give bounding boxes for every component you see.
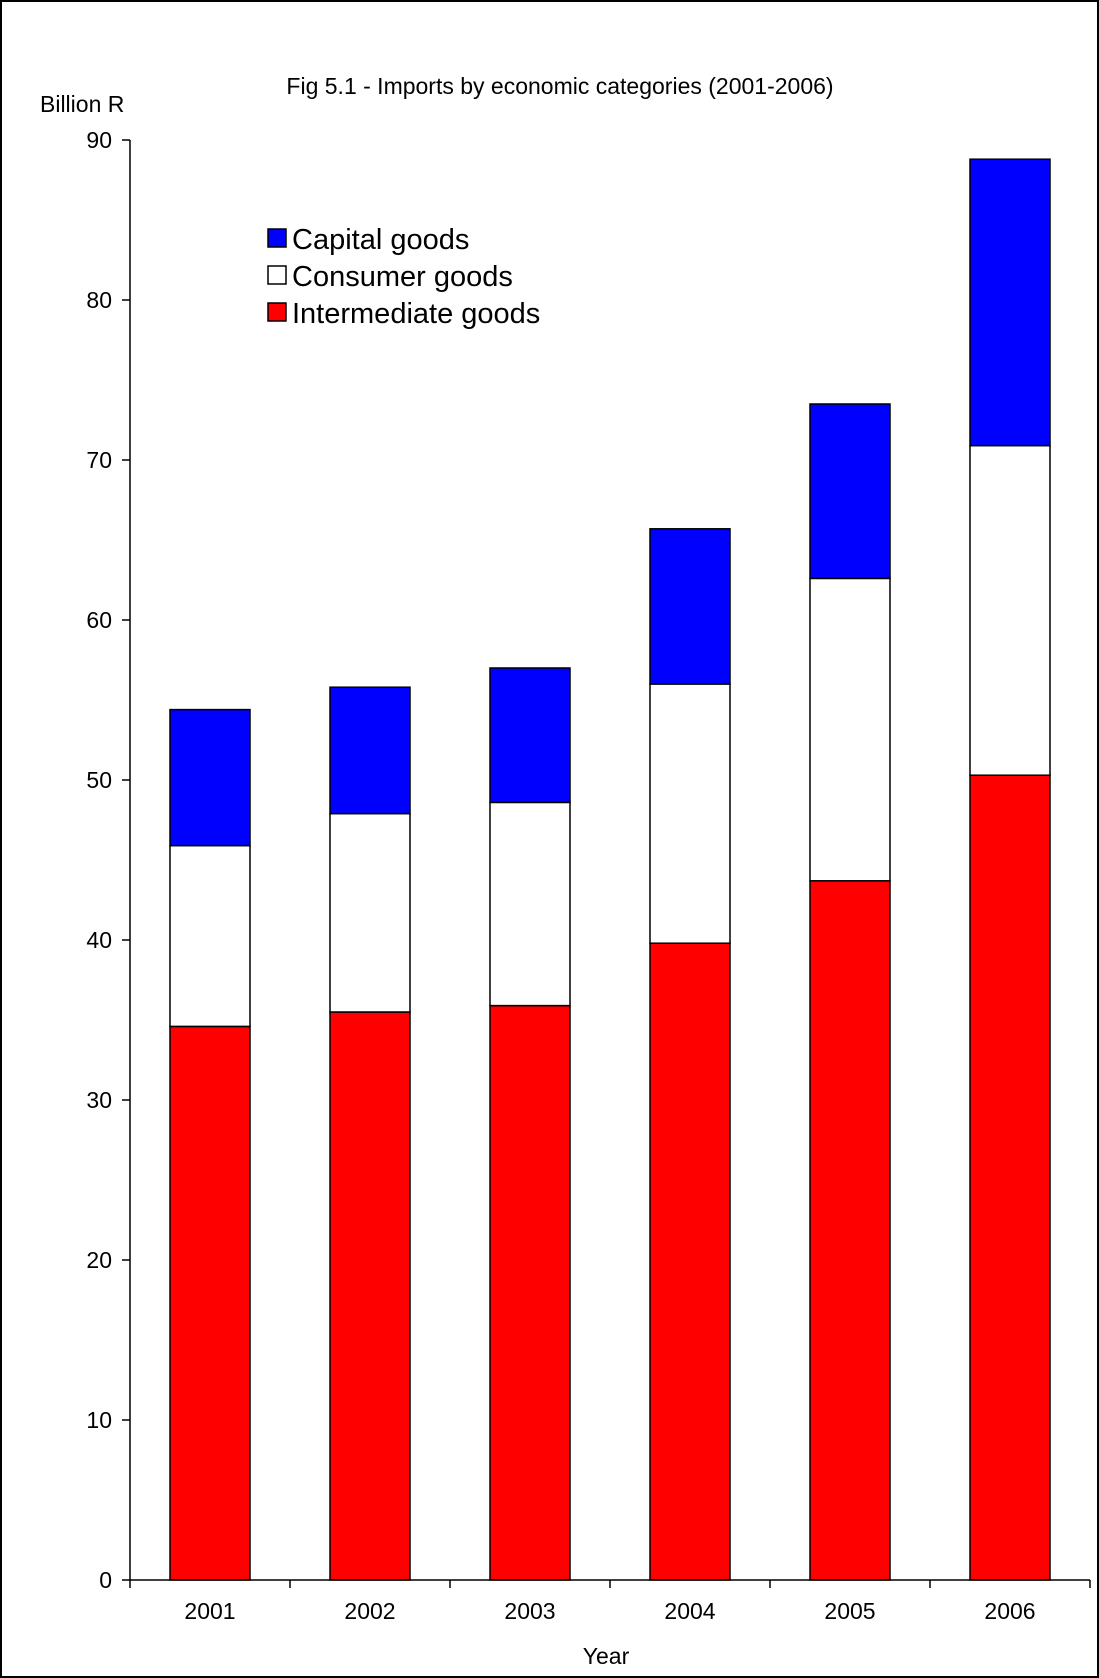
bar-consumer-goods-2002 (329, 812, 411, 1013)
x-tick-label-2002: 2002 (344, 1598, 395, 1624)
bar-capital-goods-2003 (489, 667, 571, 804)
bar-capital-goods-2004 (649, 528, 731, 685)
y-axis-label: Billion R (40, 91, 124, 117)
y-tick-label-50: 50 (86, 767, 112, 793)
chart-title: Fig 5.1 - Imports by economic categories… (286, 73, 833, 99)
bar-consumer-goods-2006 (969, 444, 1051, 776)
legend-swatch-capital-goods (267, 228, 287, 248)
bar-consumer-goods-2005 (809, 577, 891, 882)
bar-group (169, 158, 1051, 1581)
x-tick-label-2001: 2001 (184, 1598, 235, 1624)
x-tick-label-2003: 2003 (504, 1598, 555, 1624)
legend-label-consumer-goods: Consumer goods (292, 261, 513, 293)
bar-intermediate-goods-2004 (649, 942, 731, 1581)
legend-label-intermediate-goods: Intermediate goods (292, 298, 540, 330)
y-tick-label-40: 40 (86, 927, 112, 953)
legend: Capital goods Consumer goods Intermediate … (267, 224, 540, 330)
y-tick-label-70: 70 (86, 447, 112, 473)
legend-label-capital-goods: Capital goods (292, 224, 469, 256)
y-tick-label-90: 90 (86, 127, 112, 153)
y-tick-label-60: 60 (86, 607, 112, 633)
y-tick-label-80: 80 (86, 287, 112, 313)
bar-intermediate-goods-2005 (809, 880, 891, 1581)
y-tick-label-20: 20 (86, 1247, 112, 1273)
bar-capital-goods-2006 (969, 158, 1051, 447)
bar-intermediate-goods-2006 (969, 774, 1051, 1581)
bar-consumer-goods-2001 (169, 844, 251, 1028)
bar-consumer-goods-2004 (649, 683, 731, 944)
bar-intermediate-goods-2002 (329, 1011, 411, 1581)
y-tick-label-10: 10 (86, 1407, 112, 1433)
tick-labels-group: 0 10 20 30 40 50 60 70 80 90 2001 2002 2003 2004 2005 2… (86, 127, 1035, 1624)
axes-group (122, 139, 1091, 1588)
x-axis-label: Year (583, 1643, 630, 1669)
y-tick-label-0: 0 (99, 1567, 112, 1593)
x-tick-label-2006: 2006 (984, 1598, 1035, 1624)
legend-swatch-intermediate-goods (267, 302, 287, 322)
x-tick-label-2005: 2005 (824, 1598, 875, 1624)
x-tick-label-2004: 2004 (664, 1598, 715, 1624)
bar-capital-goods-2002 (329, 686, 411, 815)
bar-intermediate-goods-2003 (489, 1004, 571, 1581)
bar-capital-goods-2005 (809, 403, 891, 580)
bar-intermediate-goods-2001 (169, 1025, 251, 1581)
bar-consumer-goods-2003 (489, 801, 571, 1007)
legend-swatch-consumer-goods (267, 265, 287, 285)
y-tick-label-30: 30 (86, 1087, 112, 1113)
bar-capital-goods-2001 (169, 708, 251, 847)
